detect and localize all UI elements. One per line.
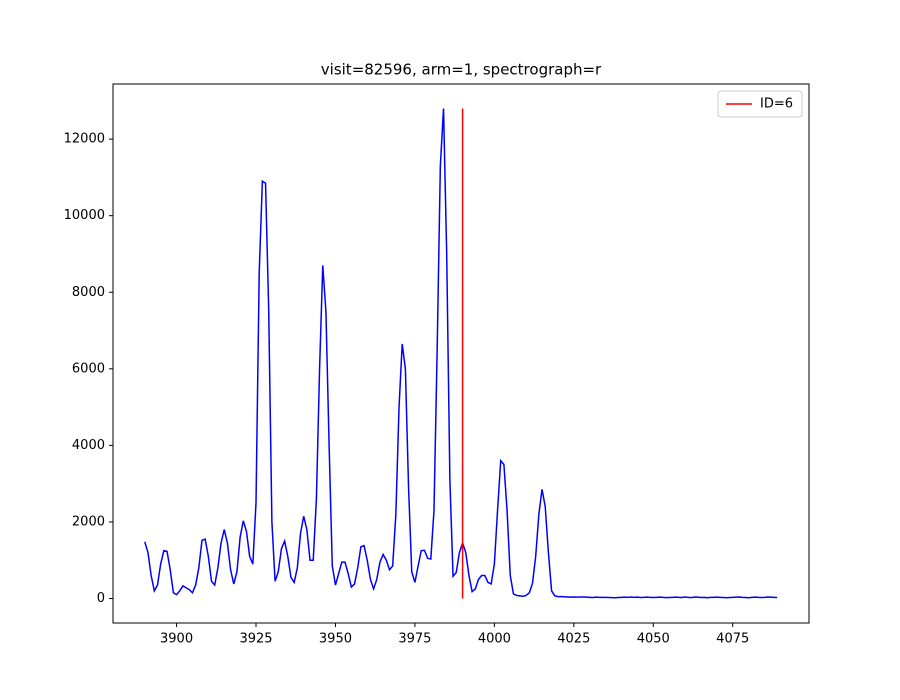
- x-tick-label: 4075: [716, 632, 749, 647]
- series-line: [144, 108, 778, 599]
- legend-box: [717, 90, 803, 118]
- x-tick-label: 4025: [557, 632, 590, 647]
- x-tick-label: 3975: [398, 632, 431, 647]
- y-tick-label: 6000: [72, 361, 105, 376]
- x-tick-label: 3925: [239, 632, 272, 647]
- y-tick-label: 0: [97, 591, 105, 606]
- y-tick-label: 4000: [72, 438, 105, 453]
- x-tick-label: 3950: [319, 632, 352, 647]
- y-tick-label: 10000: [64, 208, 105, 223]
- y-tick-label: 2000: [72, 514, 105, 529]
- chart-title: visit=82596, arm=1, spectrograph=r: [321, 61, 602, 79]
- y-tick-label: 8000: [72, 285, 105, 300]
- plot-frame: [112, 83, 810, 624]
- y-tick-label: 12000: [64, 132, 105, 147]
- x-tick-label: 4050: [637, 632, 670, 647]
- x-tick-label: 3900: [160, 632, 193, 647]
- legend-label: ID=6: [760, 97, 793, 112]
- x-tick-label: 4000: [478, 632, 511, 647]
